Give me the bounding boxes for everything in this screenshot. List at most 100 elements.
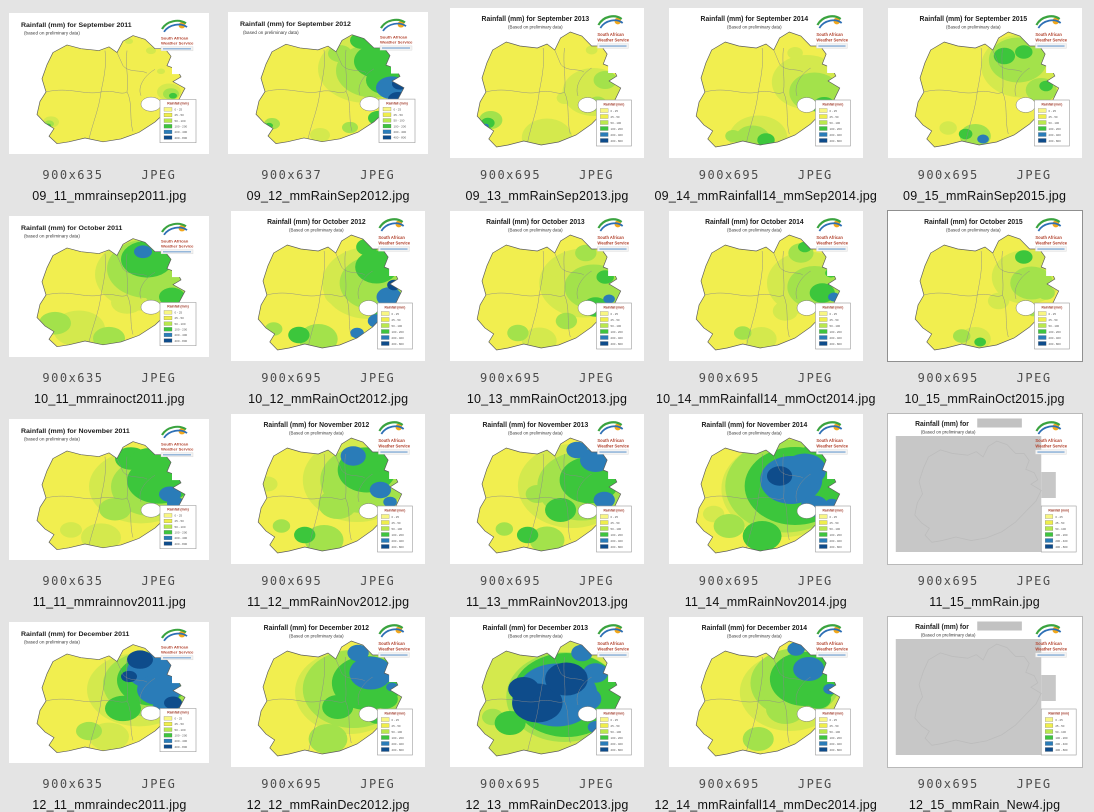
svg-text:Weather Service: Weather Service [1035, 646, 1067, 651]
thumbnail-cell[interactable]: Rainfall (mm) for December 2014 (Based on… [655, 609, 877, 812]
svg-text:400 - 800: 400 - 800 [611, 139, 624, 143]
thumbnail-image[interactable]: Rainfall (mm) for December 2011 (based on… [6, 617, 212, 767]
svg-text:50 - 100: 50 - 100 [611, 730, 622, 734]
thumbnail-cell[interactable]: Rainfall (mm) for November 2011 (based on… [0, 406, 219, 609]
thumbnail-cell[interactable]: Rainfall (mm) for (Based on preliminary d… [875, 609, 1094, 812]
image-meta: 900x695 JPEG [918, 371, 1052, 385]
thumbnail-cell[interactable]: Rainfall (mm) for October 2012 (Based on … [219, 203, 438, 406]
svg-text:Rainfall (mm): Rainfall (mm) [604, 103, 625, 107]
thumbnail-image[interactable]: Rainfall (mm) for September 2013 (Based o… [444, 8, 650, 158]
thumbnail-image[interactable]: Rainfall (mm) for December 2012 (Based on… [225, 617, 431, 767]
svg-text:200 - 400: 200 - 400 [829, 742, 842, 746]
thumbnail-image[interactable]: Rainfall (mm) for October 2013 (Based on … [444, 211, 650, 361]
svg-text:Weather Service: Weather Service [597, 37, 629, 42]
svg-text:0 - 25: 0 - 25 [829, 312, 837, 316]
svg-text:400 - 800: 400 - 800 [392, 545, 405, 549]
thumbnail-image[interactable]: Rainfall (mm) for September 2011 (based o… [6, 8, 212, 158]
svg-text:Weather Service: Weather Service [816, 240, 848, 245]
thumbnail-cell[interactable]: Rainfall (mm) for November 2014 (Based on… [656, 406, 875, 609]
thumbnail-image[interactable]: Rainfall (mm) for November 2014 (Based on… [663, 414, 869, 564]
image-dimensions: 900x635 [42, 777, 104, 791]
image-format: JPEG [579, 371, 614, 385]
lesotho-cutout [796, 97, 817, 113]
thumbnail-cell[interactable]: Rainfall (mm) for December 2011 (based on… [0, 609, 219, 812]
thumbnail-image[interactable]: Rainfall (mm) for September 2012 (based o… [225, 8, 431, 158]
svg-text:0 - 25: 0 - 25 [392, 515, 400, 519]
svg-text:50 - 100: 50 - 100 [175, 118, 186, 122]
thumbnail-image[interactable]: Rainfall (mm) for October 2014 (Based on … [663, 211, 869, 361]
svg-text:200 - 400: 200 - 400 [1055, 539, 1068, 543]
thumbnail-cell[interactable]: Rainfall (mm) for October 2015 (Based on … [875, 203, 1094, 406]
thumbnail-image[interactable]: Rainfall (mm) for (Based on preliminary d… [882, 413, 1088, 565]
svg-text:50 - 100: 50 - 100 [392, 324, 403, 328]
svg-text:200 - 400: 200 - 400 [829, 336, 842, 340]
lesotho-cutout [1015, 300, 1036, 316]
svg-text:200 - 400: 200 - 400 [394, 130, 407, 134]
svg-text:Rainfall (mm): Rainfall (mm) [604, 712, 625, 716]
svg-text:25 - 50: 25 - 50 [611, 724, 620, 728]
svg-text:25 - 50: 25 - 50 [1055, 724, 1064, 728]
svg-text:0 - 25: 0 - 25 [611, 109, 619, 113]
rainfall-map-image: Rainfall (mm) for December 2012(Based on… [231, 617, 426, 767]
lesotho-cutout [358, 706, 379, 722]
svg-text:25 - 50: 25 - 50 [175, 722, 185, 726]
thumbnail-image[interactable]: Rainfall (mm) for September 2014 (Based o… [663, 8, 869, 158]
thumbnail-cell[interactable]: Rainfall (mm) for (Based on preliminary d… [875, 406, 1094, 609]
thumbnail-cell[interactable]: Rainfall (mm) for December 2013 (Based on… [438, 609, 657, 812]
image-filename: 11_13_mmRainNov2013.jpg [465, 595, 629, 609]
thumbnail-cell[interactable]: Rainfall (mm) for September 2015 (Based o… [875, 0, 1094, 203]
svg-text:(Based on preliminary data): (Based on preliminary data) [508, 430, 563, 435]
image-filename: 10_14_mmRainfall14_mmOct2014.jpg [655, 392, 876, 406]
thumbnail-image[interactable]: Rainfall (mm) for December 2013 (Based on… [444, 617, 650, 767]
image-meta: 900x695 JPEG [480, 574, 614, 588]
thumbnail-cell[interactable]: Rainfall (mm) for October 2011 (based on … [0, 203, 219, 406]
thumbnail-cell[interactable]: Rainfall (mm) for September 2013 (Based o… [438, 0, 657, 203]
image-filename: 09_14_mmRainfall14_mmSep2014.jpg [654, 189, 878, 203]
thumbnail-image[interactable]: Rainfall (mm) for December 2014 (Based on… [663, 617, 869, 767]
thumbnail-cell[interactable]: Rainfall (mm) for September 2012 (based o… [219, 0, 438, 203]
thumbnail-image[interactable]: Rainfall (mm) for November 2012 (Based on… [225, 414, 431, 564]
swaziland-cutout [826, 669, 840, 682]
svg-text:100 - 200: 100 - 200 [175, 327, 188, 331]
svg-text:Weather Service: Weather Service [161, 649, 194, 654]
svg-text:50 - 100: 50 - 100 [1048, 324, 1059, 328]
svg-text:25 - 50: 25 - 50 [175, 519, 185, 523]
image-meta: 900x695 JPEG [699, 574, 833, 588]
svg-text:400 - 800: 400 - 800 [175, 744, 188, 748]
thumbnail-cell[interactable]: Rainfall (mm) for November 2013 (Based on… [438, 406, 657, 609]
thumbnail-image[interactable]: Rainfall (mm) for November 2011 (based on… [6, 414, 212, 564]
thumbnail-image[interactable]: Rainfall (mm) for October 2015 (Based on … [882, 210, 1088, 362]
svg-text:0 - 25: 0 - 25 [611, 515, 619, 519]
svg-text:400 - 800: 400 - 800 [1055, 545, 1068, 549]
lesotho-cutout [577, 706, 598, 722]
thumbnail-image[interactable]: Rainfall (mm) for (Based on preliminary d… [882, 616, 1088, 768]
thumbnail-image[interactable]: Rainfall (mm) for September 2015 (Based o… [882, 8, 1088, 158]
thumbnail-image[interactable]: Rainfall (mm) for November 2013 (Based on… [444, 414, 650, 564]
svg-text:(Based on preliminary data): (Based on preliminary data) [508, 227, 563, 232]
image-format: JPEG [1016, 574, 1052, 588]
svg-text:Rainfall (mm) for November 2: Rainfall (mm) for November 2012 [264, 422, 370, 429]
svg-text:South African: South African [1035, 641, 1062, 646]
image-dimensions: 900x695 [261, 777, 323, 791]
thumbnail-cell[interactable]: Rainfall (mm) for December 2012 (Based on… [219, 609, 438, 812]
thumbnail-image[interactable]: Rainfall (mm) for October 2011 (based on … [6, 211, 212, 361]
svg-text:25 - 50: 25 - 50 [392, 318, 401, 322]
thumbnail-cell[interactable]: Rainfall (mm) for October 2013 (Based on … [438, 203, 657, 406]
image-meta: 900x695 JPEG [699, 168, 833, 182]
swaziland-cutout [172, 61, 186, 74]
thumbnail-cell[interactable]: Rainfall (mm) for November 2012 (Based on… [219, 406, 438, 609]
svg-text:Rainfall (mm): Rainfall (mm) [168, 507, 189, 511]
thumbnail-image[interactable]: Rainfall (mm) for October 2012 (Based on … [225, 211, 431, 361]
thumbnail-cell[interactable]: Rainfall (mm) for September 2014 (Based o… [654, 0, 878, 203]
thumbnail-cell[interactable]: Rainfall (mm) for October 2014 (Based on … [656, 203, 875, 406]
thumbnail-cell[interactable]: Rainfall (mm) for September 2011 (based o… [0, 0, 219, 203]
svg-text:200 - 400: 200 - 400 [1048, 336, 1061, 340]
svg-text:Rainfall (mm) for September 20: Rainfall (mm) for September 2012 [240, 21, 351, 28]
image-filename: 09_13_mmRainSep2013.jpg [465, 189, 629, 203]
